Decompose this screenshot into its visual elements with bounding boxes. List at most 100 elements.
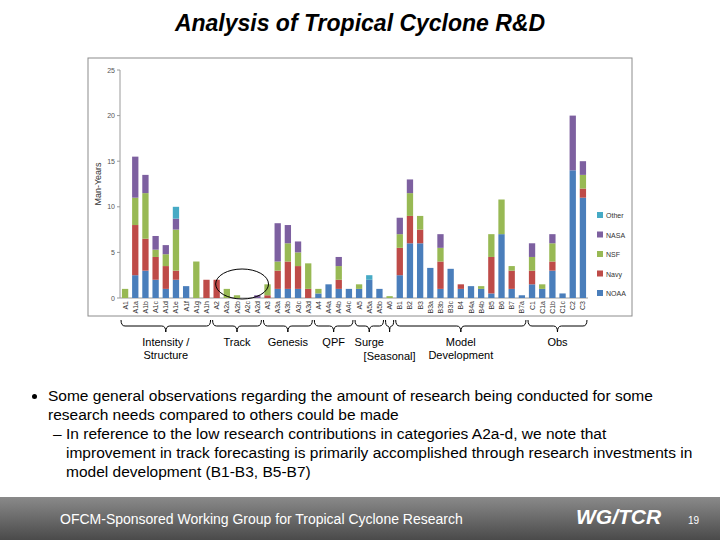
- bars: [122, 116, 586, 298]
- bar-segment: [458, 284, 464, 285]
- bar-segment: [193, 261, 199, 262]
- legend-label: Navy: [606, 271, 622, 279]
- bar-segment: [122, 288, 128, 289]
- bar-segment: [549, 262, 555, 271]
- bar-segment: [173, 219, 179, 230]
- bar-segment: [458, 284, 464, 285]
- bar-segment: [468, 286, 474, 287]
- bar-segment: [132, 225, 138, 275]
- group-label: Obs: [547, 336, 568, 348]
- x-tick-label: A6: [386, 301, 393, 310]
- bar-segment: [234, 295, 240, 298]
- bar-segment: [336, 257, 342, 266]
- y-tick-label: 20: [107, 112, 115, 119]
- bar-segment: [163, 289, 169, 298]
- bar-segment: [397, 275, 403, 298]
- sub-bullet: In reference to the low research contrib…: [66, 424, 700, 481]
- bar-segment: [224, 288, 230, 289]
- bar-segment: [264, 284, 270, 285]
- x-tick-label: A1d: [162, 301, 169, 314]
- footer-logo: WG/TCR: [576, 505, 661, 529]
- bar-segment: [336, 289, 342, 298]
- x-tick-label: A1f: [183, 301, 190, 312]
- x-tick-label: A3b: [284, 301, 291, 314]
- bar-segment: [498, 199, 504, 200]
- x-tick-label: A5b: [376, 301, 383, 314]
- bar-segment: [549, 234, 555, 243]
- y-tick-label: 5: [111, 249, 115, 256]
- legend-swatch: [597, 212, 603, 218]
- bar-segment: [234, 295, 240, 296]
- group-label: ModelDevelopment: [428, 336, 493, 361]
- bar-segment: [580, 198, 586, 298]
- bar-segment: [427, 267, 433, 268]
- bar-segment: [142, 271, 148, 298]
- sub-bullet-list: In reference to the low research contrib…: [48, 424, 700, 481]
- group-label: QPF: [322, 336, 345, 348]
- group-label: Track: [223, 336, 251, 348]
- bar-segment: [559, 293, 565, 294]
- bar-segment: [498, 200, 504, 235]
- bar-segment: [488, 234, 494, 235]
- bar-segment: [295, 241, 301, 252]
- bar-segment: [397, 218, 403, 234]
- bar-segment: [580, 161, 586, 175]
- bar-segment: [152, 250, 158, 257]
- y-tick-label: 25: [107, 67, 115, 74]
- group-label: Genesis: [268, 336, 309, 348]
- bar-segment: [458, 284, 464, 285]
- x-tick-label: A2d: [254, 301, 261, 314]
- bar-segment: [376, 288, 382, 289]
- bar-segment: [193, 261, 199, 262]
- bar-segment: [376, 289, 382, 298]
- bar-segment: [427, 268, 433, 298]
- bar-segment: [397, 234, 403, 248]
- x-tick-label: A3: [264, 301, 271, 310]
- x-tick-label: C2: [569, 301, 576, 310]
- bar-segment: [264, 284, 270, 285]
- x-tick-label: B7a: [518, 301, 525, 314]
- bar-segment: [325, 284, 331, 298]
- bar-segment: [488, 234, 494, 257]
- x-tick-label: A4a: [325, 301, 332, 314]
- x-tick-label: A3d: [305, 301, 312, 314]
- bar-segment: [478, 289, 484, 298]
- x-tick-label: C1c: [559, 301, 566, 314]
- group-label-line: Structure: [143, 349, 188, 361]
- group-brace: [263, 320, 312, 332]
- bar-segment: [509, 271, 515, 289]
- bar-segment: [437, 234, 443, 235]
- x-tick-label: A2a: [223, 301, 230, 314]
- bar-segment: [325, 284, 331, 285]
- bar-segment: [437, 289, 443, 298]
- bar-segment: [458, 284, 464, 289]
- y-tick: [117, 206, 120, 207]
- bar-segment: [397, 217, 403, 218]
- bar-segment: [163, 254, 169, 266]
- bar-segment: [478, 286, 484, 287]
- bar-segment: [427, 267, 433, 268]
- legend-label: Other: [606, 212, 624, 219]
- bar-segment: [142, 174, 148, 175]
- bar-segment: [458, 289, 464, 298]
- bar-segment: [264, 284, 270, 295]
- group-brace: [314, 320, 353, 332]
- bullet-text: Some general observations regarding the …: [48, 387, 653, 423]
- bar-segment: [386, 296, 392, 297]
- bar-segment: [295, 241, 301, 242]
- bar-segment: [427, 267, 433, 268]
- bar-segment: [305, 289, 311, 298]
- bar-segment: [488, 293, 494, 298]
- bar-segment: [437, 248, 443, 262]
- bar-segment: [478, 286, 484, 289]
- bar-segment: [529, 271, 535, 285]
- legend-label: NSF: [606, 251, 620, 258]
- x-tick-label: C1: [529, 301, 536, 310]
- bar-segment: [437, 234, 443, 248]
- bar-segment: [356, 284, 362, 285]
- bar-segment: [122, 289, 128, 298]
- bar-segment: [285, 289, 291, 298]
- bar-segment: [325, 284, 331, 285]
- bar-segment: [244, 298, 250, 299]
- bar-segment: [203, 279, 209, 280]
